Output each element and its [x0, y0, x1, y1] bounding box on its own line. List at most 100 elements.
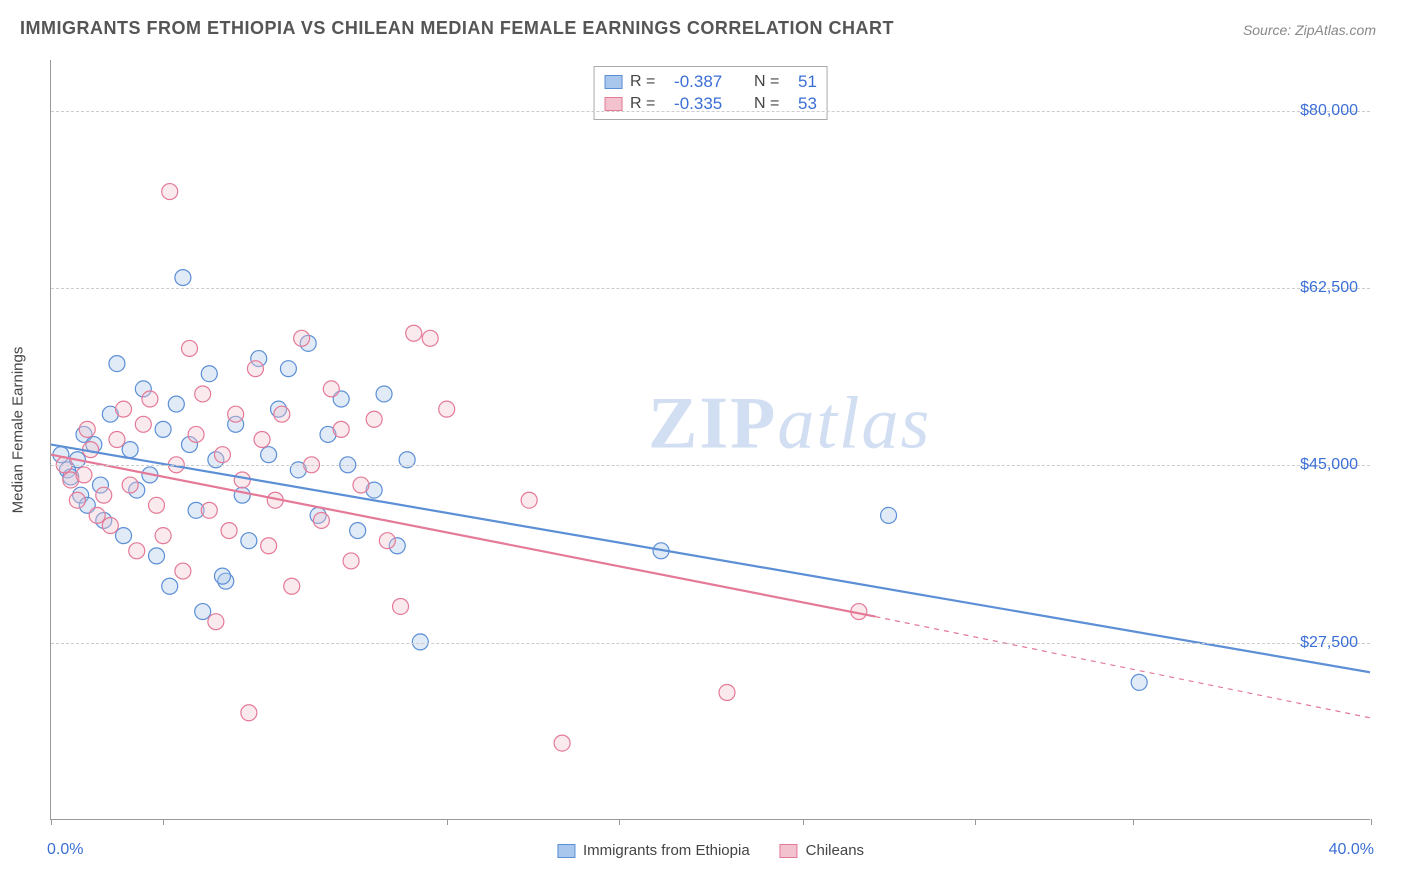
- x-tick: [1371, 819, 1372, 825]
- scatter-point-ethiopia: [1131, 674, 1147, 690]
- legend-stats-row-chileans: R = -0.335 N = 53: [604, 93, 817, 115]
- scatter-point-ethiopia: [109, 356, 125, 372]
- scatter-point-chileans: [116, 401, 132, 417]
- legend-series: Immigrants from Ethiopia Chileans: [557, 842, 864, 859]
- scatter-point-chileans: [221, 523, 237, 539]
- scatter-point-ethiopia: [214, 568, 230, 584]
- scatter-point-ethiopia: [149, 548, 165, 564]
- scatter-point-ethiopia: [234, 487, 250, 503]
- chart-title: IMMIGRANTS FROM ETHIOPIA VS CHILEAN MEDI…: [20, 18, 894, 39]
- legend-label-chileans: Chileans: [806, 842, 864, 859]
- scatter-point-ethiopia: [195, 604, 211, 620]
- scatter-point-chileans: [228, 406, 244, 422]
- scatter-point-chileans: [182, 340, 198, 356]
- legend-item-ethiopia: Immigrants from Ethiopia: [557, 842, 750, 859]
- scatter-point-chileans: [379, 533, 395, 549]
- scatter-point-ethiopia: [350, 523, 366, 539]
- y-tick-label: $45,000: [1300, 456, 1358, 474]
- r-label: R =: [630, 73, 666, 91]
- scatter-point-chileans: [406, 325, 422, 341]
- scatter-point-chileans: [102, 518, 118, 534]
- x-tick: [163, 819, 164, 825]
- scatter-point-chileans: [333, 421, 349, 437]
- y-tick-label: $80,000: [1300, 102, 1358, 120]
- legend-item-chileans: Chileans: [780, 842, 864, 859]
- scatter-point-chileans: [439, 401, 455, 417]
- scatter-point-chileans: [89, 507, 105, 523]
- scatter-point-chileans: [261, 538, 277, 554]
- x-tick: [1133, 819, 1134, 825]
- scatter-point-chileans: [294, 330, 310, 346]
- scatter-point-ethiopia: [116, 528, 132, 544]
- scatter-point-chileans: [96, 487, 112, 503]
- scatter-point-ethiopia: [175, 270, 191, 286]
- scatter-point-chileans: [241, 705, 257, 721]
- scatter-point-ethiopia: [881, 507, 897, 523]
- n-value-ethiopia: 51: [798, 72, 817, 92]
- scatter-point-chileans: [155, 528, 171, 544]
- legend-swatch-ethiopia: [604, 75, 622, 89]
- legend-stats-row-ethiopia: R = -0.387 N = 51: [604, 71, 817, 93]
- scatter-point-chileans: [353, 477, 369, 493]
- scatter-point-chileans: [234, 472, 250, 488]
- scatter-point-chileans: [175, 563, 191, 579]
- scatter-point-chileans: [323, 381, 339, 397]
- x-tick: [447, 819, 448, 825]
- scatter-point-chileans: [313, 512, 329, 528]
- scatter-point-chileans: [719, 685, 735, 701]
- trendline-dashed-chileans: [875, 617, 1370, 718]
- source-label: Source: ZipAtlas.com: [1243, 22, 1376, 38]
- scatter-point-ethiopia: [122, 442, 138, 458]
- r-value-ethiopia: -0.387: [674, 72, 746, 92]
- scatter-point-ethiopia: [280, 361, 296, 377]
- legend-swatch-chileans: [604, 97, 622, 111]
- gridline: [51, 465, 1370, 466]
- x-tick: [619, 819, 620, 825]
- trendline-ethiopia: [51, 445, 1370, 673]
- x-min-label: 0.0%: [47, 841, 83, 859]
- legend-label-ethiopia: Immigrants from Ethiopia: [583, 842, 750, 859]
- scatter-point-chileans: [214, 447, 230, 463]
- gridline: [51, 288, 1370, 289]
- scatter-point-ethiopia: [155, 421, 171, 437]
- scatter-point-chileans: [76, 467, 92, 483]
- scatter-point-chileans: [129, 543, 145, 559]
- scatter-point-chileans: [521, 492, 537, 508]
- y-tick-label: $27,500: [1300, 634, 1358, 652]
- scatter-point-chileans: [109, 432, 125, 448]
- n-label: N =: [754, 73, 790, 91]
- scatter-point-chileans: [274, 406, 290, 422]
- scatter-point-chileans: [79, 421, 95, 437]
- scatter-point-chileans: [393, 598, 409, 614]
- scatter-point-ethiopia: [376, 386, 392, 402]
- scatter-point-chileans: [188, 426, 204, 442]
- scatter-point-chileans: [135, 416, 151, 432]
- scatter-point-ethiopia: [168, 396, 184, 412]
- x-tick: [803, 819, 804, 825]
- x-max-label: 40.0%: [1329, 841, 1374, 859]
- x-tick: [51, 819, 52, 825]
- scatter-point-chileans: [422, 330, 438, 346]
- scatter-point-chileans: [149, 497, 165, 513]
- scatter-point-chileans: [247, 361, 263, 377]
- scatter-point-chileans: [142, 391, 158, 407]
- scatter-point-chileans: [284, 578, 300, 594]
- x-tick: [975, 819, 976, 825]
- scatter-point-chileans: [162, 184, 178, 200]
- scatter-point-ethiopia: [162, 578, 178, 594]
- gridline: [51, 111, 1370, 112]
- scatter-point-ethiopia: [201, 366, 217, 382]
- scatter-point-chileans: [195, 386, 211, 402]
- plot-area: ZIPatlas R = -0.387 N = 51 R = -0.335 N …: [50, 60, 1370, 820]
- scatter-point-chileans: [254, 432, 270, 448]
- scatter-point-ethiopia: [241, 533, 257, 549]
- chart-svg: [51, 60, 1370, 819]
- legend-swatch-ethiopia-icon: [557, 844, 575, 858]
- scatter-point-chileans: [343, 553, 359, 569]
- scatter-point-chileans: [554, 735, 570, 751]
- scatter-point-chileans: [208, 614, 224, 630]
- scatter-point-chileans: [122, 477, 138, 493]
- scatter-point-chileans: [366, 411, 382, 427]
- scatter-point-chileans: [201, 502, 217, 518]
- gridline: [51, 643, 1370, 644]
